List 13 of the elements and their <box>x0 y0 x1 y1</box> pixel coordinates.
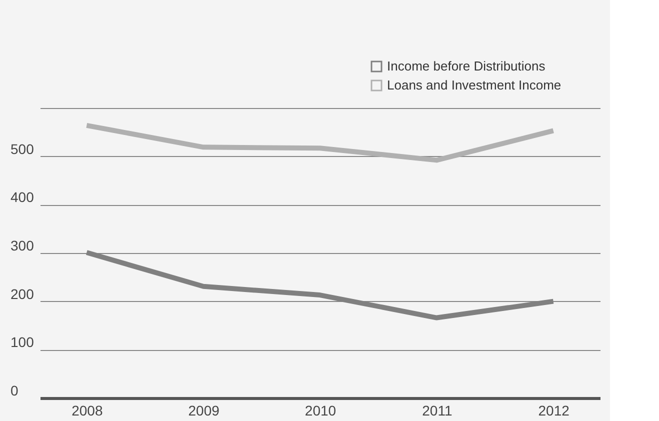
y-tick-label: 500 <box>10 140 34 157</box>
y-tick-label: 0 <box>10 382 18 398</box>
legend-label: Income before Distributions <box>387 58 546 74</box>
y-tick-label: 200 <box>10 286 34 302</box>
x-tick-label: 2012 <box>538 402 570 418</box>
x-tick-label: 2009 <box>188 402 220 418</box>
y-tick-label: 300 <box>10 238 34 254</box>
y-tick-label: 100 <box>10 334 34 350</box>
x-tick-label: 2011 <box>422 402 452 418</box>
x-tick-label: 2008 <box>72 402 103 418</box>
legend-label: Loans and Investment Income <box>387 78 562 92</box>
y-tick-label: 400 <box>10 189 34 206</box>
x-tick-label: 2010 <box>304 402 336 418</box>
